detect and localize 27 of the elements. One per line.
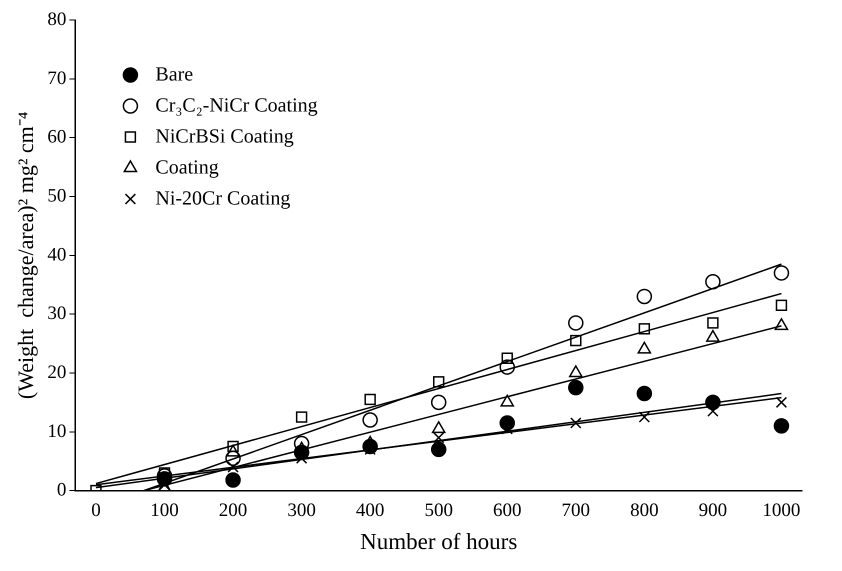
y-axis-title: (Weight change/area)² mg² cm⁻⁴ (12, 111, 38, 400)
legend-label: Coating (155, 156, 219, 178)
x-axis-title: Number of hours (360, 529, 518, 554)
x-tick-label: 700 (562, 500, 590, 521)
x-tick-label: 200 (218, 500, 248, 521)
x-tick-label: 900 (698, 500, 728, 521)
x-tick-label: 400 (356, 500, 384, 521)
x-tick-label: 300 (287, 500, 316, 521)
x-tick-label: 100 (150, 500, 179, 521)
y-tick-label: 30 (47, 303, 66, 324)
y-tick-label: 10 (47, 420, 66, 442)
legend-label: Ni-20Cr Coating (155, 187, 290, 210)
y-tick-label: 80 (47, 8, 66, 30)
y-tick-label: 60 (47, 126, 66, 148)
x-tick-label: 500 (424, 500, 453, 521)
y-tick-label: 0 (56, 480, 66, 501)
legend-label: Bare (155, 63, 194, 86)
y-tick-label: 40 (47, 244, 66, 266)
x-tick-label: 1000 (762, 500, 800, 521)
y-tick-label: 50 (47, 185, 66, 206)
legend-label: Cr₃C₂-NiCr Coating (155, 94, 318, 116)
y-tick-label: 20 (47, 362, 66, 383)
x-tick-label: 600 (492, 500, 522, 521)
y-tick-label: 70 (47, 68, 66, 89)
x-tick-label: 800 (630, 500, 659, 521)
legend-label: NiCrBSi Coating (155, 125, 294, 148)
x-tick-label: 0 (91, 500, 101, 521)
